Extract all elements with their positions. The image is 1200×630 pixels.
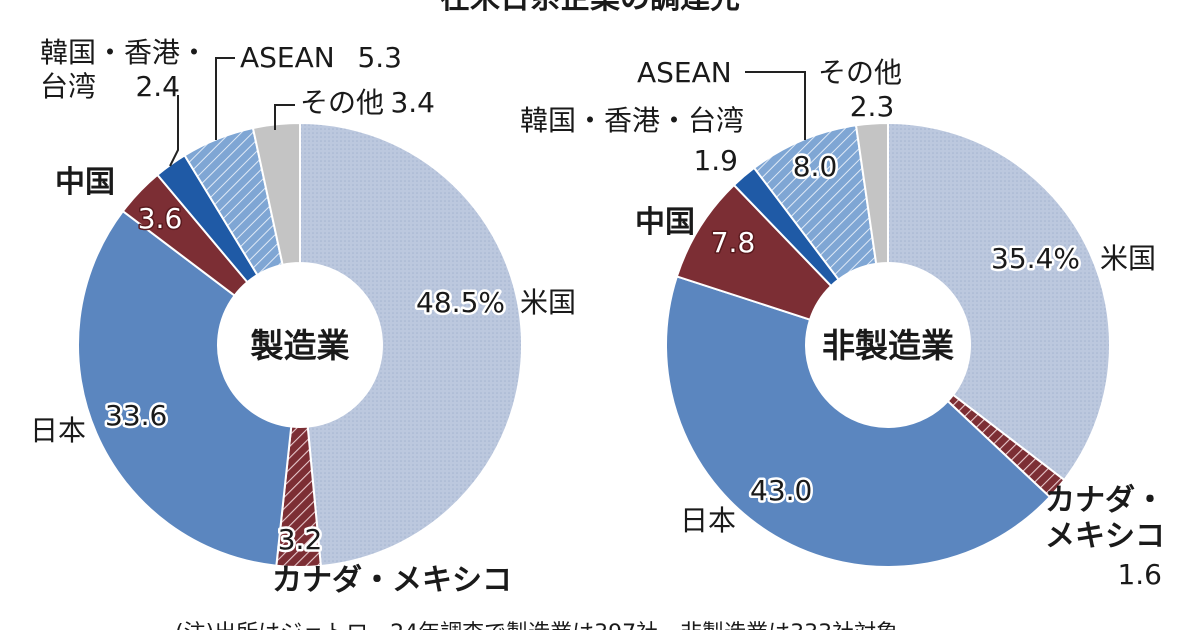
leader-line-right-asean [745, 71, 806, 140]
category-label-china: 中国 [55, 165, 115, 200]
category-label-other: その他 [300, 86, 384, 119]
value-label-korea: 2.4 [135, 70, 180, 103]
category-label-canada-mexico-2: メキシコ [1045, 519, 1165, 554]
value-label-us: 35.4% [991, 242, 1080, 275]
value-label-canada-mexico: 1.6 [1117, 558, 1162, 591]
category-label-japan: 日本 [680, 504, 736, 537]
leader-line-left-other [274, 104, 295, 130]
value-label-asean: 5.3 [357, 41, 402, 74]
source-note: (注)出所はジェトロ。24年調査で製造業は397社、非製造業は333社対象 [175, 621, 898, 630]
slice-japan [665, 275, 1052, 568]
category-label-japan: 日本 [30, 414, 86, 447]
value-label-japan: 43.0 [750, 474, 812, 507]
center-label-manufacturing: 製造業 [251, 326, 350, 365]
labels-manufacturing: 米国 48.5% 日本 33.6 カナダ・メキシコ 3.2 中国 3.6 韓国・… [30, 36, 576, 598]
slice-us [299, 121, 523, 568]
donut-manufacturing [77, 121, 523, 568]
category-label-us: 米国 [1100, 242, 1156, 275]
value-label-canada-mexico: 3.2 [278, 523, 323, 556]
value-label-japan: 33.6 [105, 399, 167, 432]
center-label-non-manufacturing: 非製造業 [822, 326, 954, 365]
value-label-china: 3.6 [138, 202, 183, 235]
slice-other [251, 121, 301, 267]
slice-other [854, 121, 889, 265]
category-label-canada-mexico: カナダ・メキシコ [272, 563, 512, 598]
value-label-other: 2.3 [850, 90, 895, 123]
category-label-korea: 韓国・香港・台湾 [520, 104, 744, 137]
category-label-korea-1: 韓国・香港・ [40, 36, 208, 69]
category-label-us: 米国 [520, 286, 576, 319]
donut-non-manufacturing [665, 121, 1111, 568]
category-label-asean: ASEAN [240, 41, 335, 74]
leader-line-left-korea [169, 95, 179, 167]
category-label-other: その他 [818, 56, 902, 89]
value-label-us: 48.5% [416, 286, 505, 319]
chart-title: 在米日系企業の調達先 [440, 0, 740, 16]
labels-non-manufacturing: 米国 35.4% 日本 43.0 カナダ・ メキシコ 1.6 中国 7.8 韓国… [520, 56, 1165, 591]
category-label-korea-2: 台湾 [40, 70, 96, 103]
leader-line-left-asean [215, 57, 235, 140]
slice-japan [77, 209, 293, 567]
category-label-asean: ASEAN [637, 56, 732, 89]
value-label-korea: 1.9 [693, 144, 738, 177]
slice-us [887, 121, 1111, 482]
value-label-other: 3.4 [390, 86, 435, 119]
leader-lines [169, 57, 806, 167]
category-label-china: 中国 [635, 205, 695, 240]
value-label-china: 7.8 [711, 226, 756, 259]
category-label-canada-mexico-1: カナダ・ [1045, 483, 1165, 518]
value-label-asean: 8.0 [793, 150, 838, 183]
